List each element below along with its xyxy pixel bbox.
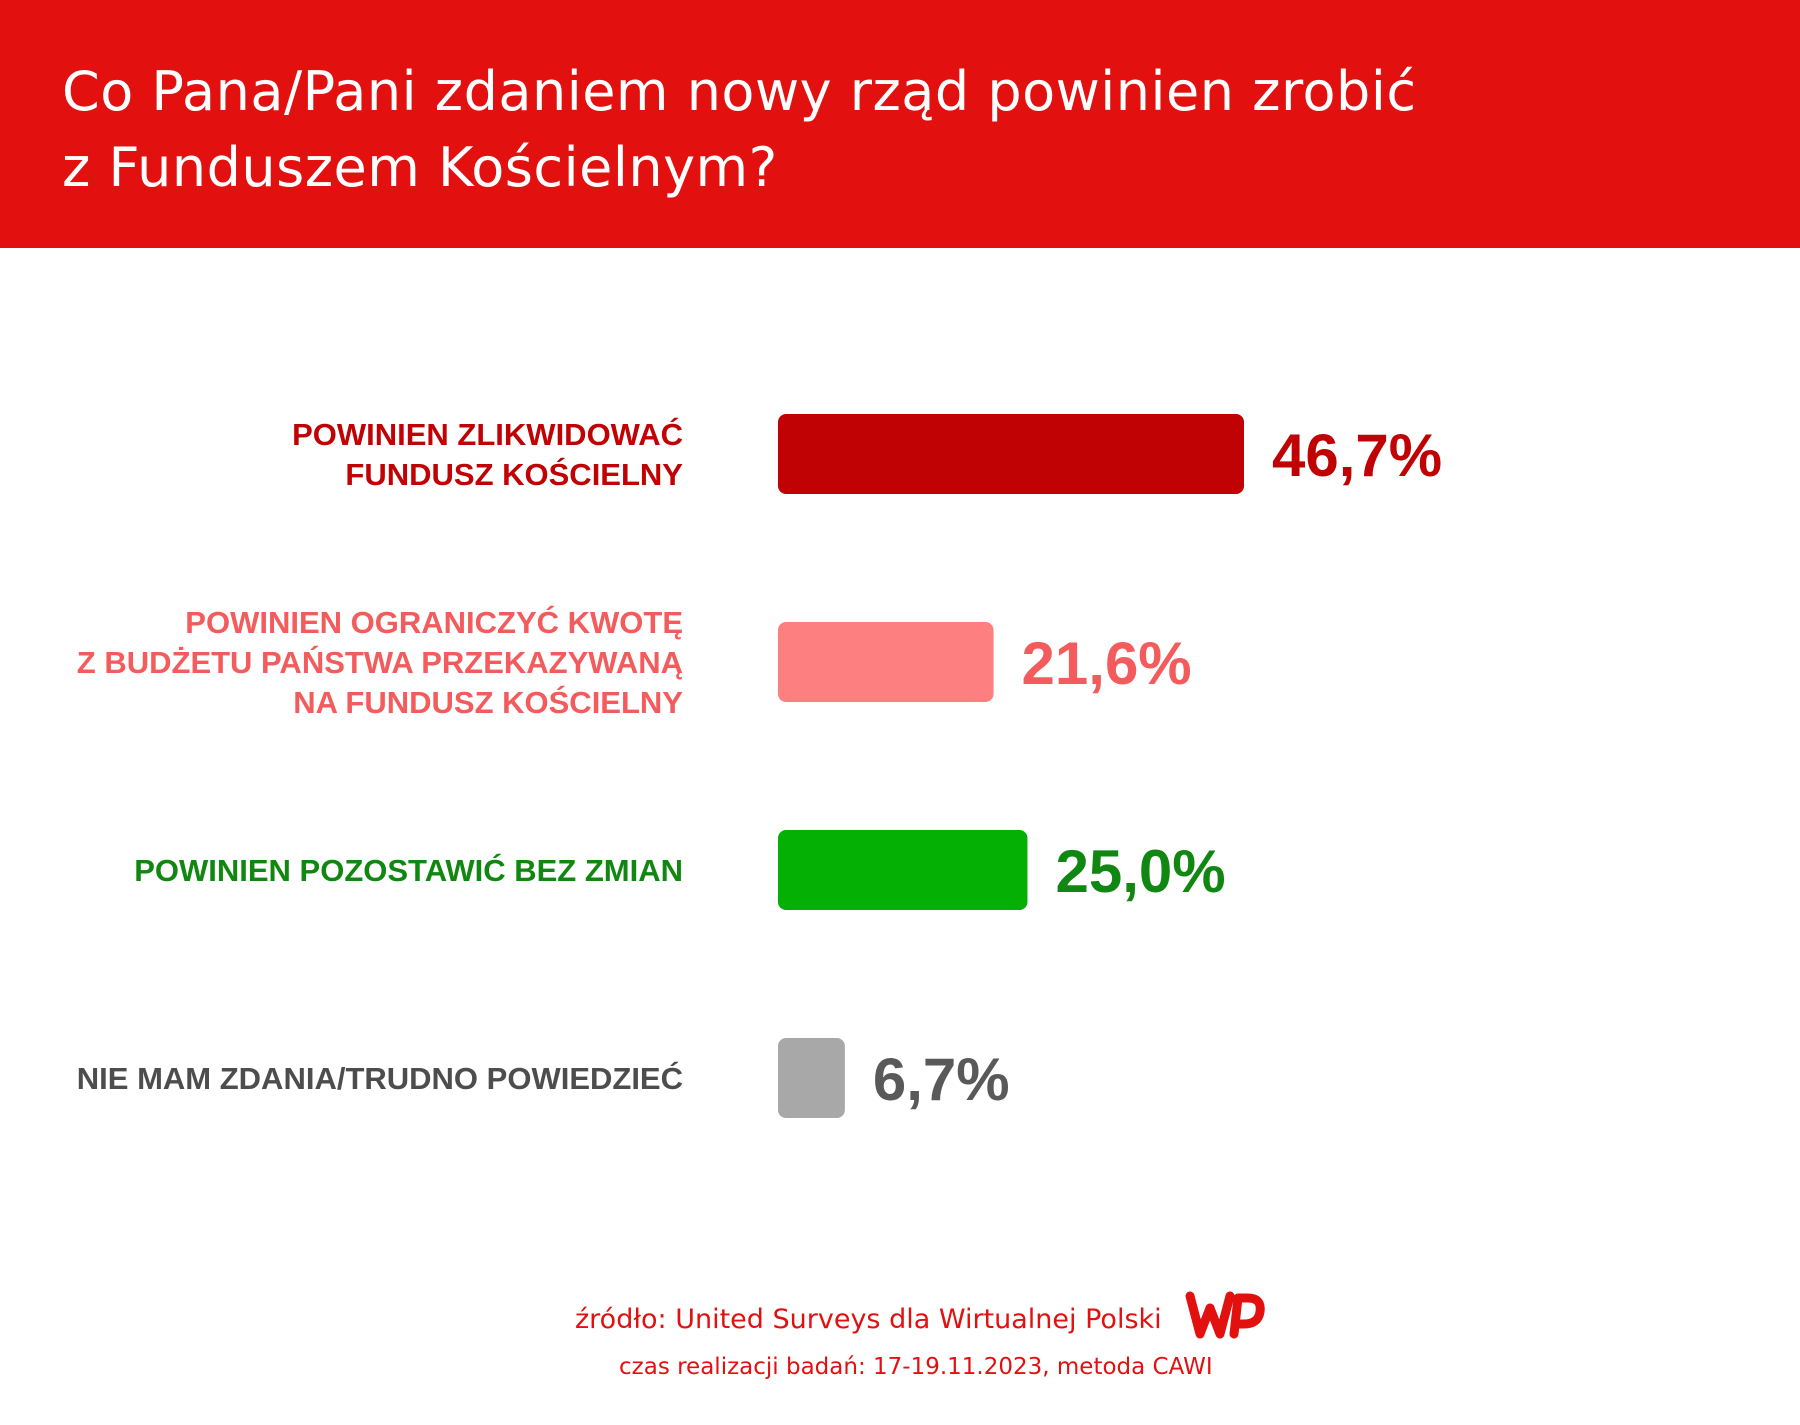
bar-0 xyxy=(778,414,1244,494)
chart-title: Co Pana/Pani zdaniem nowy rząd powinien … xyxy=(62,54,1562,206)
category-label-line: FUNDUSZ KOŚCIELNY xyxy=(345,456,683,492)
category-label-line: Z BUDŻETU PAŃSTWA PRZEKAZYWANĄ xyxy=(77,645,683,680)
category-label-line: POWINIEN ZLIKWIDOWAĆ xyxy=(292,416,683,452)
category-label-3: NIE MAM ZDANIA/TRUDNO POWIEDZIEĆ xyxy=(77,1060,683,1096)
category-label-0: POWINIEN ZLIKWIDOWAĆ FUNDUSZ KOŚCIELNY xyxy=(292,416,683,492)
title-line-2: z Funduszem Kościelnym? xyxy=(62,136,778,199)
bar-chart: 46,7% POWINIEN ZLIKWIDOWAĆ FUNDUSZ KOŚCIEL… xyxy=(77,414,1442,1118)
title-line-1: Co Pana/Pani zdaniem nowy rząd powinien … xyxy=(62,60,1417,123)
value-label-1: 21,6% xyxy=(1022,630,1192,697)
value-label-2: 25,0% xyxy=(1055,838,1225,905)
value-label-3: 6,7% xyxy=(873,1046,1010,1113)
value-label-0: 46,7% xyxy=(1272,422,1442,489)
category-label-2: POWINIEN POZOSTAWIĆ BEZ ZMIAN xyxy=(134,852,683,888)
header-banner: Co Pana/Pani zdaniem nowy rząd powinien … xyxy=(0,0,1800,248)
bar-1 xyxy=(778,622,994,702)
bar-2 xyxy=(778,830,1028,910)
bar-3 xyxy=(778,1038,845,1118)
category-label-1: POWINIEN OGRANICZYĆ KWOTĘ Z BUDŻETU PAŃST… xyxy=(77,604,684,720)
wp-logo-icon xyxy=(1185,1291,1265,1339)
category-label-line: NIE MAM ZDANIA/TRUDNO POWIEDZIEĆ xyxy=(77,1060,683,1096)
category-label-line: POWINIEN OGRANICZYĆ KWOTĘ xyxy=(185,604,683,640)
source-text: źródło: United Surveys dla Wirtualnej Po… xyxy=(575,1303,1162,1335)
category-label-line: NA FUNDUSZ KOŚCIELNY xyxy=(293,684,683,720)
method-text: czas realizacji badań: 17-19.11.2023, me… xyxy=(619,1354,1213,1380)
category-label-line: POWINIEN POZOSTAWIĆ BEZ ZMIAN xyxy=(134,852,683,888)
source-row: źródło: United Surveys dla Wirtualnej Po… xyxy=(575,1291,1266,1340)
